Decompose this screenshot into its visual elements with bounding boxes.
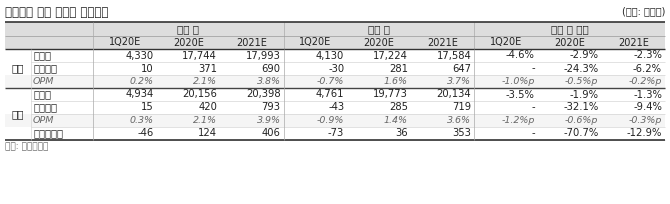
Text: 0.3%: 0.3% [129, 116, 153, 125]
Text: 1.6%: 1.6% [384, 77, 408, 86]
Text: 793: 793 [262, 102, 281, 112]
Text: 0.2%: 0.2% [129, 77, 153, 86]
Text: -9.4%: -9.4% [633, 102, 662, 112]
Text: -0.3%p: -0.3%p [628, 116, 662, 125]
Text: 285: 285 [389, 102, 408, 112]
Text: 371: 371 [198, 63, 217, 73]
Bar [5, 75, 665, 88]
Text: -30: -30 [328, 63, 344, 73]
Text: OPM: OPM [33, 77, 54, 86]
Text: 4,934: 4,934 [125, 90, 153, 100]
Text: (단위: 십억원): (단위: 십억원) [622, 6, 665, 16]
Text: 지배순이익: 지배순이익 [33, 129, 63, 139]
Text: -3.5%: -3.5% [506, 90, 535, 100]
Text: 20,156: 20,156 [182, 90, 217, 100]
Text: 매출액: 매출액 [33, 90, 51, 100]
Text: -: - [531, 129, 535, 139]
Text: -2.9%: -2.9% [570, 51, 598, 61]
Text: OPM: OPM [33, 116, 54, 125]
Text: 1Q20E: 1Q20E [109, 38, 141, 48]
Text: 매출액: 매출액 [33, 51, 51, 61]
Text: 4,330: 4,330 [125, 51, 153, 61]
Text: 10: 10 [141, 63, 153, 73]
Text: 17,744: 17,744 [182, 51, 217, 61]
Text: -32.1%: -32.1% [563, 102, 598, 112]
Text: 15: 15 [141, 102, 153, 112]
Text: 36: 36 [395, 129, 408, 139]
Text: -: - [531, 63, 535, 73]
Text: 3.9%: 3.9% [257, 116, 281, 125]
Text: -73: -73 [328, 129, 344, 139]
Text: 17,224: 17,224 [373, 51, 408, 61]
Text: 406: 406 [262, 129, 281, 139]
Text: 2020E: 2020E [554, 38, 585, 48]
Text: -1.9%: -1.9% [570, 90, 598, 100]
Text: 719: 719 [452, 102, 471, 112]
Text: -1.2%p: -1.2%p [502, 116, 535, 125]
Text: -0.5%p: -0.5%p [565, 77, 598, 86]
Text: 17,993: 17,993 [246, 51, 281, 61]
Text: 19,773: 19,773 [373, 90, 408, 100]
Text: 2021E: 2021E [618, 38, 649, 48]
Text: 353: 353 [452, 129, 471, 139]
Text: -1.3%: -1.3% [633, 90, 662, 100]
Text: 420: 420 [198, 102, 217, 112]
Text: 1Q20E: 1Q20E [299, 38, 332, 48]
Text: -0.2%p: -0.2%p [628, 77, 662, 86]
Text: 영업이익: 영업이익 [33, 63, 57, 73]
Text: 4,130: 4,130 [316, 51, 344, 61]
Text: -12.9%: -12.9% [626, 129, 662, 139]
Text: 자료: 유안타증권: 자료: 유안타증권 [5, 142, 48, 151]
Text: 2020E: 2020E [173, 38, 204, 48]
Text: -70.7%: -70.7% [563, 129, 598, 139]
Text: -24.3%: -24.3% [563, 63, 598, 73]
Text: 3.8%: 3.8% [257, 77, 281, 86]
Text: 연결: 연결 [12, 109, 24, 119]
Text: 1.4%: 1.4% [384, 116, 408, 125]
Text: -43: -43 [328, 102, 344, 112]
Text: 281: 281 [389, 63, 408, 73]
Text: -2.3%: -2.3% [633, 51, 662, 61]
Text: 별도: 별도 [12, 63, 24, 73]
Text: -0.6%p: -0.6%p [565, 116, 598, 125]
Text: 영업이익: 영업이익 [33, 102, 57, 112]
Text: 현대제철 실적 추정치 변경내역: 현대제철 실적 추정치 변경내역 [5, 6, 109, 19]
Text: 2021E: 2021E [237, 38, 267, 48]
Text: 변경 전: 변경 전 [178, 24, 200, 34]
Text: 2021E: 2021E [427, 38, 458, 48]
Text: 2020E: 2020E [364, 38, 395, 48]
Text: 변경 전 대비: 변경 전 대비 [551, 24, 588, 34]
Text: 3.7%: 3.7% [448, 77, 471, 86]
Text: -6.2%: -6.2% [633, 63, 662, 73]
Text: -0.9%: -0.9% [317, 116, 344, 125]
Text: -46: -46 [137, 129, 153, 139]
Text: 17,584: 17,584 [437, 51, 471, 61]
Text: -4.6%: -4.6% [506, 51, 535, 61]
Text: -0.7%: -0.7% [317, 77, 344, 86]
Bar [5, 36, 665, 49]
Text: 1Q20E: 1Q20E [490, 38, 522, 48]
Bar [5, 114, 665, 127]
Text: 3.6%: 3.6% [448, 116, 471, 125]
Text: 690: 690 [262, 63, 281, 73]
Text: 2.1%: 2.1% [193, 116, 217, 125]
Text: -: - [531, 102, 535, 112]
Text: 124: 124 [198, 129, 217, 139]
Text: 20,398: 20,398 [246, 90, 281, 100]
Text: 647: 647 [452, 63, 471, 73]
Text: 20,134: 20,134 [437, 90, 471, 100]
Text: 2.1%: 2.1% [193, 77, 217, 86]
Text: 4,761: 4,761 [316, 90, 344, 100]
Text: -1.0%p: -1.0%p [502, 77, 535, 86]
Bar [5, 22, 665, 36]
Text: 변경 후: 변경 후 [368, 24, 390, 34]
